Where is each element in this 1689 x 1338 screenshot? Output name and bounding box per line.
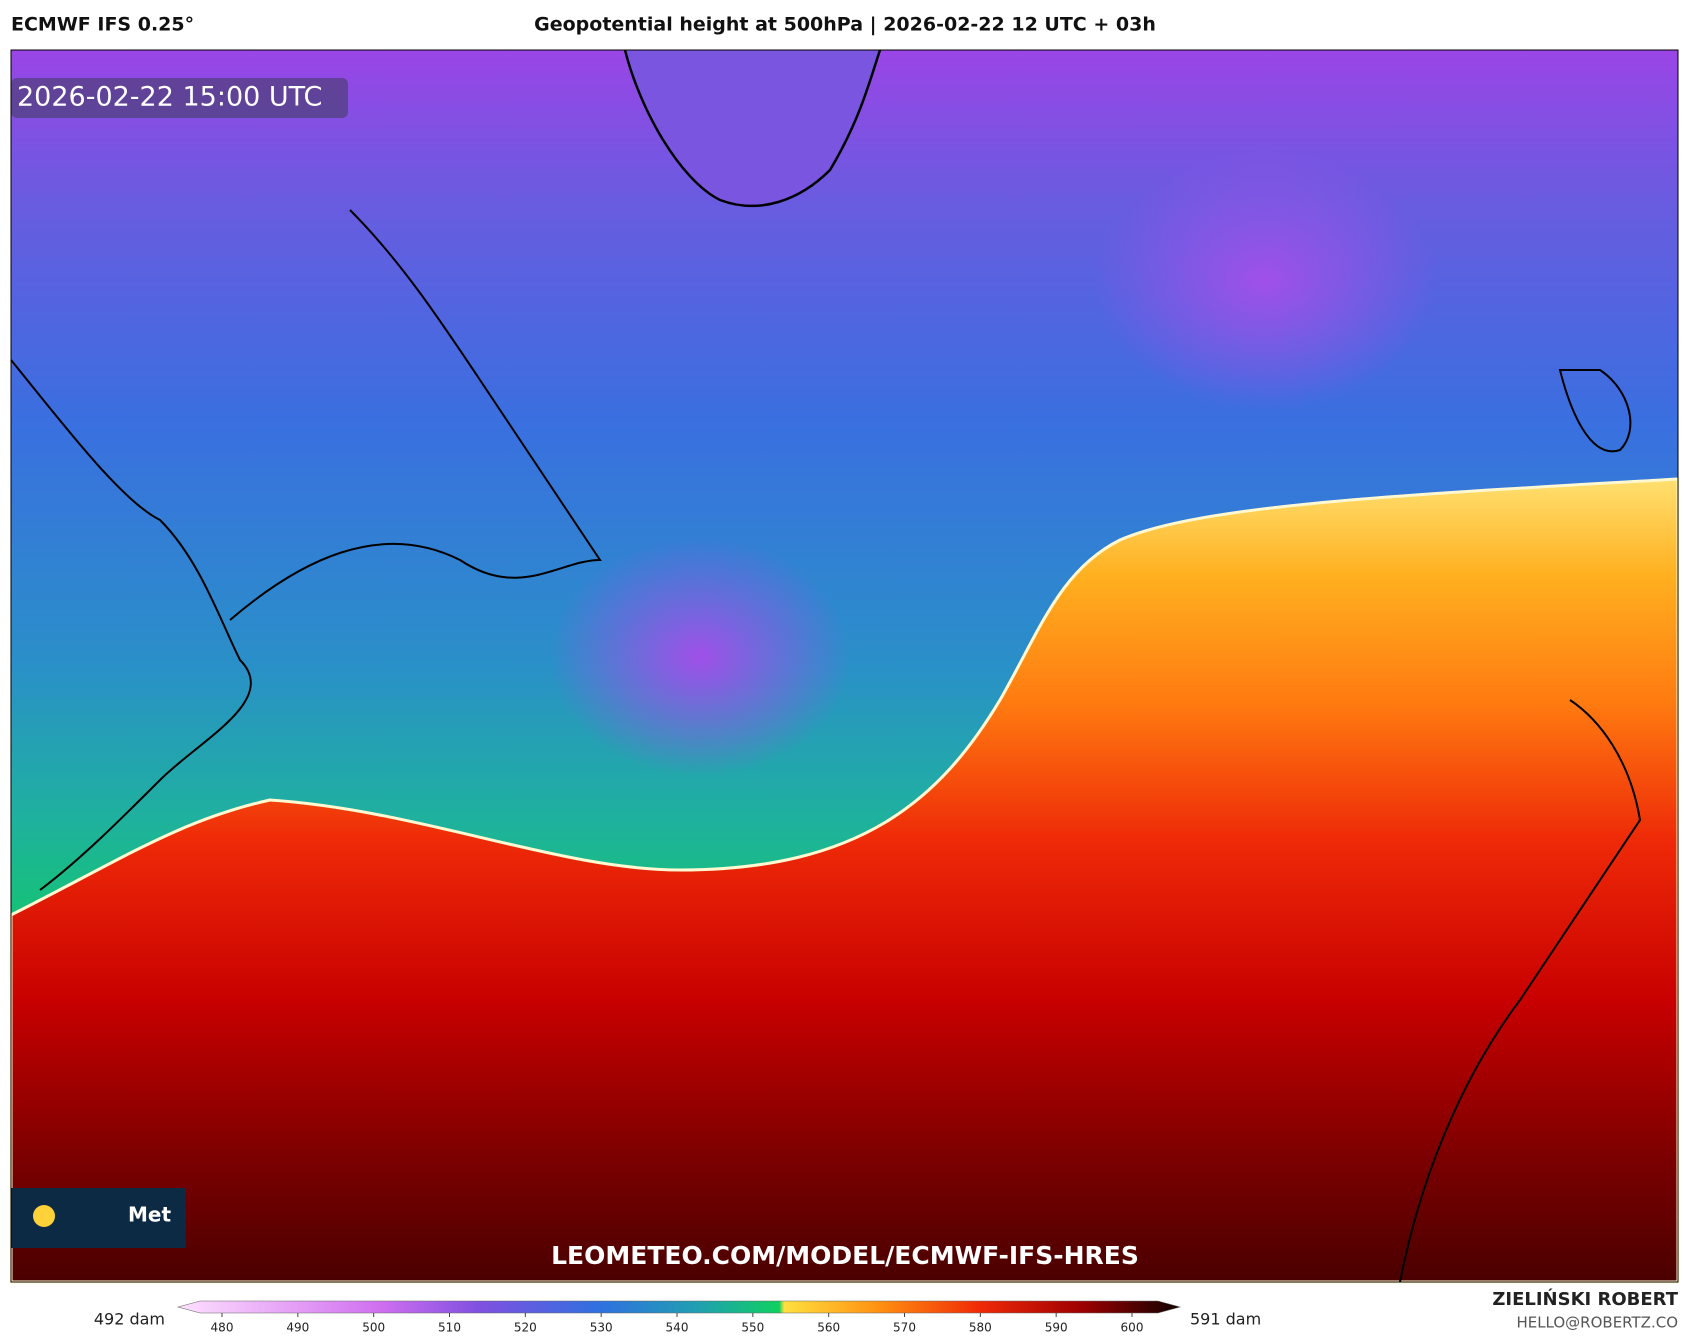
colorbar-tick-label: 530	[590, 1321, 613, 1335]
colorbar-tick-label: 540	[666, 1321, 689, 1335]
colorbar-tick-label: 600	[1121, 1321, 1144, 1335]
colorbar-tick-label: 580	[969, 1321, 992, 1335]
timestamp-box	[11, 78, 348, 118]
colorbar-min-label: 492 dam	[94, 1310, 165, 1329]
colorbar-tick-label: 590	[1045, 1321, 1068, 1335]
map-frame	[10, 49, 1679, 1283]
watermark: LEOMETEO.COM/MODEL/ECMWF-IFS-HRES	[551, 1241, 1139, 1270]
colorbar-tick-label: 510	[438, 1321, 461, 1335]
coastline	[229, 209, 602, 621]
model-name: ECMWF IFS 0.25°	[11, 14, 194, 36]
timestamp: 2026-02-22 15:00 UTC	[17, 82, 322, 113]
low-center	[1095, 150, 1435, 410]
colorbar-tick-label: 560	[817, 1321, 840, 1335]
low-center	[550, 537, 850, 777]
coastline	[1558, 369, 1632, 453]
colorbar-tick-label: 490	[286, 1321, 309, 1335]
logo-sun	[33, 1205, 55, 1227]
colorbar-tick-label: 500	[362, 1321, 385, 1335]
colorbar-tick-label: 570	[893, 1321, 916, 1335]
logo-text: Met	[128, 1203, 171, 1227]
coastline	[10, 359, 252, 891]
colorbar-tick-label: 520	[514, 1321, 537, 1335]
coastline	[1399, 699, 1642, 1283]
colorbar: 492 dam 591 dam 480 490 500 510 520 530 540 550…	[94, 1300, 1261, 1335]
map: 2026-02-22 15:00 UTC Met LEOMETEO.COM/MO…	[9, 49, 1680, 1284]
colorbar-tick-label: 480	[211, 1321, 234, 1335]
warm-region	[9, 477, 1680, 1284]
coastline	[623, 49, 882, 208]
colorbar-scale	[176, 1300, 1182, 1314]
colorbar-tick-label: 550	[741, 1321, 764, 1335]
colorbar-max-label: 591 dam	[1190, 1310, 1261, 1329]
map-title: Geopotential height at 500hPa | 2026-02-…	[534, 14, 1156, 36]
email: HELLO@ROBERTZ.CO	[1516, 1314, 1678, 1332]
author: ZIELIŃSKI ROBERT	[1492, 1288, 1678, 1310]
